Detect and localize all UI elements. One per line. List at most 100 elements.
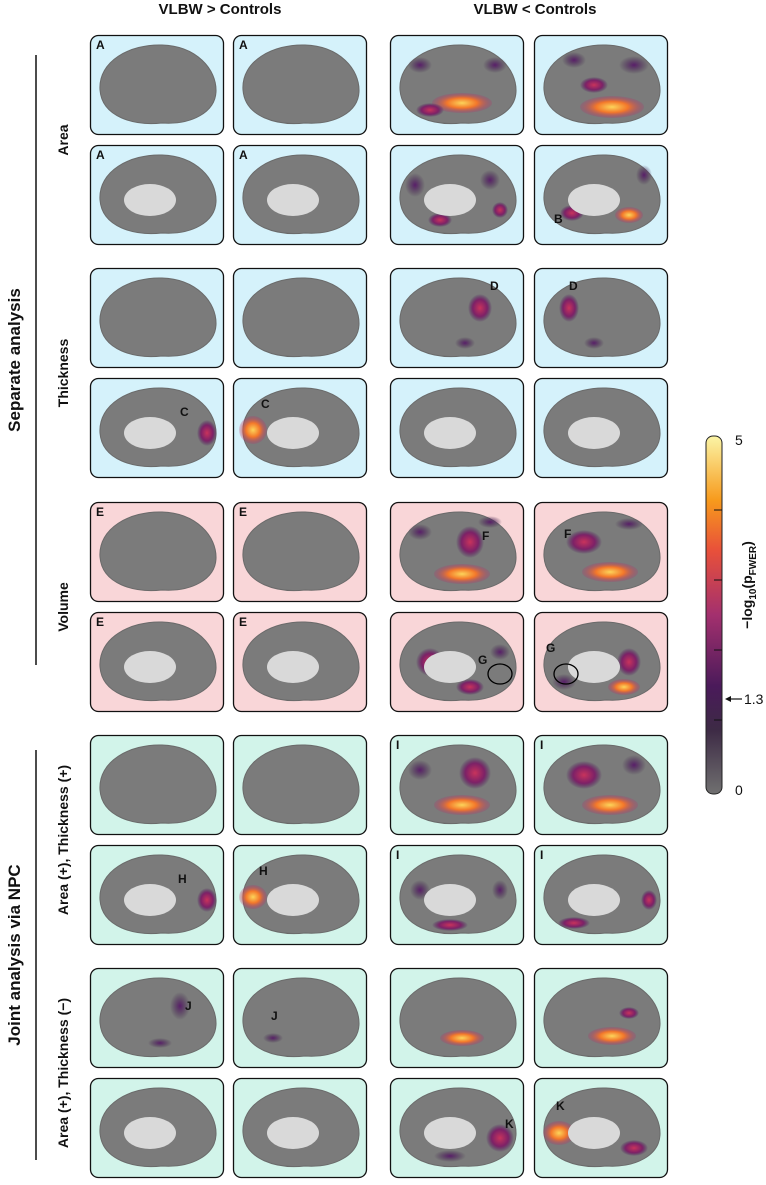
- effect-blob: [197, 888, 217, 912]
- brain-panel: C: [89, 377, 225, 479]
- panel-letter: I: [540, 848, 543, 862]
- effect-blob: [620, 1140, 648, 1156]
- effect-blob: [619, 1007, 639, 1019]
- colorbar-label-part: −log: [739, 600, 755, 629]
- section-label: Separate analysis: [5, 288, 24, 432]
- corpus-callosum: [124, 184, 176, 216]
- corpus-callosum: [568, 184, 620, 216]
- effect-blob: [459, 757, 491, 789]
- brain-surface: [242, 511, 360, 592]
- brain-panel: J: [89, 967, 225, 1069]
- panel-letter: G: [546, 641, 555, 655]
- panel-letter: H: [259, 864, 268, 878]
- effect-blob: [197, 420, 217, 446]
- brain-panel: K: [389, 1077, 525, 1179]
- brain-surface: [242, 744, 360, 825]
- brain-panel: [89, 734, 225, 836]
- brain-panel: [389, 967, 525, 1069]
- effect-blob: [584, 337, 604, 349]
- colorbar-tick-label: 0: [735, 782, 743, 798]
- brain-panel: E: [89, 611, 225, 713]
- effect-blob: [559, 294, 579, 322]
- brain-panel: [533, 34, 669, 136]
- effect-blob: [566, 530, 602, 554]
- corpus-callosum: [568, 651, 620, 683]
- brain-panel: F: [389, 501, 525, 603]
- brain-panel: [389, 144, 525, 246]
- corpus-callosum: [267, 651, 319, 683]
- effect-blob: [434, 795, 490, 815]
- brain-panel: [232, 1077, 368, 1179]
- panel-letter: D: [569, 279, 578, 293]
- threshold-label: 1.3: [744, 691, 764, 707]
- brain-panel: I: [533, 734, 669, 836]
- panel-letter: A: [239, 148, 248, 162]
- brain-panel: G: [389, 611, 525, 713]
- brain-panel: H: [232, 844, 368, 946]
- brain-panel: I: [389, 844, 525, 946]
- brain-surface: [399, 977, 517, 1058]
- corpus-callosum: [424, 417, 476, 449]
- colorbar-tick-label: 5: [735, 432, 743, 448]
- brain-surface: [543, 977, 661, 1058]
- colorbar-label: −log10(pFWER): [739, 541, 759, 629]
- section-label: Joint analysis via NPC: [5, 864, 24, 1045]
- effect-blob: [615, 518, 643, 530]
- brain-panel: B: [533, 144, 669, 246]
- effect-blob: [617, 648, 641, 676]
- panel-letter: K: [556, 1099, 565, 1113]
- roi-circle: [553, 663, 579, 685]
- brain-surface: [242, 977, 360, 1058]
- effect-blob: [408, 760, 432, 780]
- brain-panel: A: [232, 144, 368, 246]
- brain-panel: A: [89, 144, 225, 246]
- effect-blob: [622, 755, 646, 775]
- brain-panel: [389, 377, 525, 479]
- brain-panel: [232, 734, 368, 836]
- effect-blob: [456, 526, 484, 558]
- effect-blob: [486, 1124, 514, 1152]
- panel-letter: E: [96, 505, 104, 519]
- brain-surface: [242, 44, 360, 125]
- brain-panel: [89, 267, 225, 369]
- colorbar-label-part: FWER: [748, 545, 759, 575]
- effect-blob: [468, 294, 492, 322]
- effect-blob: [478, 516, 502, 528]
- brain-panel: A: [232, 34, 368, 136]
- threshold-arrowhead: [725, 696, 731, 702]
- brain-panel: I: [533, 844, 669, 946]
- effect-blob: [582, 795, 638, 815]
- corpus-callosum: [267, 1117, 319, 1149]
- effect-blob: [608, 679, 640, 695]
- corpus-callosum: [267, 184, 319, 216]
- brain-panel: [89, 1077, 225, 1179]
- corpus-callosum: [267, 417, 319, 449]
- effect-blob: [405, 173, 425, 197]
- corpus-callosum: [568, 884, 620, 916]
- effect-blob: [408, 524, 432, 540]
- panel-letter: E: [239, 615, 247, 629]
- corpus-callosum: [124, 417, 176, 449]
- brain-panel: C: [232, 377, 368, 479]
- brain-panel: F: [533, 501, 669, 603]
- panel-letter: J: [185, 999, 192, 1013]
- colorbar-label-part: 10: [748, 588, 759, 600]
- corpus-callosum: [124, 884, 176, 916]
- panel-letter: G: [478, 653, 487, 667]
- effect-blob: [580, 77, 608, 93]
- panel-letter: C: [261, 397, 270, 411]
- brain-panel: E: [232, 611, 368, 713]
- brain-panel: A: [89, 34, 225, 136]
- colorbar-label-part: ): [739, 541, 755, 546]
- brain-panel: H: [89, 844, 225, 946]
- panel-letter: I: [540, 738, 543, 752]
- effect-blob: [543, 1121, 575, 1145]
- corpus-callosum: [424, 184, 476, 216]
- effect-blob: [483, 57, 507, 73]
- effect-blob: [239, 416, 267, 444]
- brain-panel: [232, 267, 368, 369]
- column-header: VLBW > Controls: [159, 1, 282, 18]
- effect-blob: [641, 890, 657, 910]
- brain-panel: E: [89, 501, 225, 603]
- effect-blob: [434, 1150, 466, 1162]
